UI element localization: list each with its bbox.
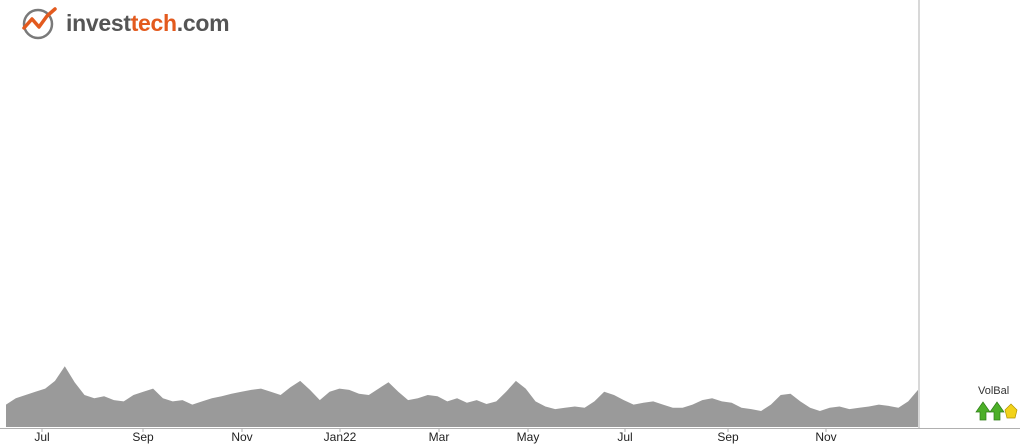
volume-balance-area [6,366,918,427]
volbal-label: VolBal [978,385,1009,397]
x-tick-label: Nov [231,430,252,444]
signal-arrows-icon [975,401,1018,421]
grid [0,0,1020,429]
x-tick-label: May [517,430,540,444]
brand-name: investtech.com [66,9,230,36]
brand-logo: investtech.com [20,6,230,40]
volbal-area [6,366,918,427]
x-tick-label: Jul [617,430,632,444]
volbal-indicator: VolBal [975,385,1018,421]
x-axis: Jul Sep Nov Jan22 Mar May Jul Sep Nov [34,428,837,444]
logo-icon [22,7,57,40]
x-tick-label: Sep [132,430,154,444]
x-tick-label: Jan22 [324,430,357,444]
x-tick-label: Jul [34,430,49,444]
x-tick-label: Sep [717,430,739,444]
x-tick-label: Mar [429,430,450,444]
x-tick-label: Nov [815,430,836,444]
